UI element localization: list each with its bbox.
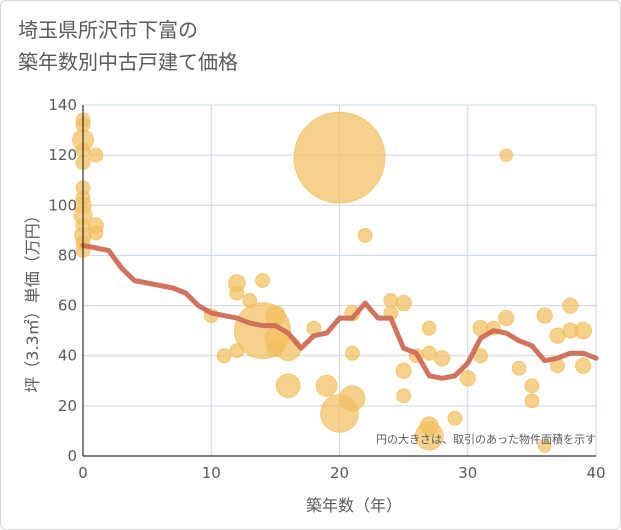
x-tick-label: 10 <box>202 464 221 482</box>
x-axis-label: 築年数（年） <box>306 496 402 515</box>
bubble-point <box>229 285 245 301</box>
grid <box>83 104 597 456</box>
y-tick-label: 0 <box>67 447 77 465</box>
chart-title: 埼玉県所沢市下富の 築年数別中古戸建て価格 <box>18 14 238 78</box>
x-tick-label: 0 <box>78 464 88 482</box>
y-tick-label: 20 <box>58 397 77 415</box>
y-tick-label: 40 <box>58 347 77 365</box>
bubble-point <box>395 362 412 379</box>
bubble-point <box>255 273 270 288</box>
bubble-point <box>414 421 444 451</box>
bubble-point <box>433 350 451 367</box>
y-tick-label: 80 <box>58 246 77 264</box>
size-note: 円の大きさは、取引のあった物件面積を示す <box>376 432 596 446</box>
y-tick-label: 60 <box>58 297 77 315</box>
bubble-point <box>538 439 552 453</box>
bubble-point <box>511 360 527 376</box>
bubble-point <box>344 345 360 361</box>
bubble-point <box>421 320 437 336</box>
bubble-point <box>275 335 302 362</box>
bubble-point <box>265 305 286 326</box>
axes: 0 20 40 60 80 100 120 140 0 10 20 30 40 <box>48 96 605 482</box>
bubble-point <box>216 348 232 364</box>
y-tick-label: 140 <box>48 96 77 114</box>
trend-line <box>80 242 599 381</box>
bubble-point <box>315 374 338 397</box>
bubble-point <box>498 310 515 327</box>
bubble-point <box>395 294 412 312</box>
bubble-point <box>536 307 553 324</box>
x-tick-label: 30 <box>458 464 477 482</box>
bubble-point <box>524 393 540 409</box>
bubble-point <box>275 373 301 399</box>
bubble-point <box>524 378 540 394</box>
bubble-point <box>293 111 386 204</box>
bubble-point <box>499 148 513 162</box>
chart-title-line-1: 埼玉県所沢市下富の <box>18 18 198 42</box>
bubble-point <box>357 227 373 243</box>
bubble-point <box>88 225 104 241</box>
x-tick-label: 40 <box>586 464 605 482</box>
bubble-point <box>575 357 592 374</box>
y-tick-label: 120 <box>48 146 77 164</box>
chart-title-line-2: 築年数別中古戸建て価格 <box>18 50 238 74</box>
bubble-point <box>383 293 399 308</box>
bubble-point <box>459 370 476 387</box>
bubble-point <box>562 297 579 314</box>
x-tick-label: 20 <box>330 464 349 482</box>
bubble-point <box>574 321 592 340</box>
bubble-point <box>396 388 412 404</box>
bubble-point <box>447 410 463 426</box>
bubble-point <box>339 385 366 412</box>
y-tick-label: 100 <box>48 196 77 214</box>
y-axis-label: 坪（3.3㎡）単価（万円） <box>23 207 42 392</box>
bubble-point <box>88 147 104 163</box>
